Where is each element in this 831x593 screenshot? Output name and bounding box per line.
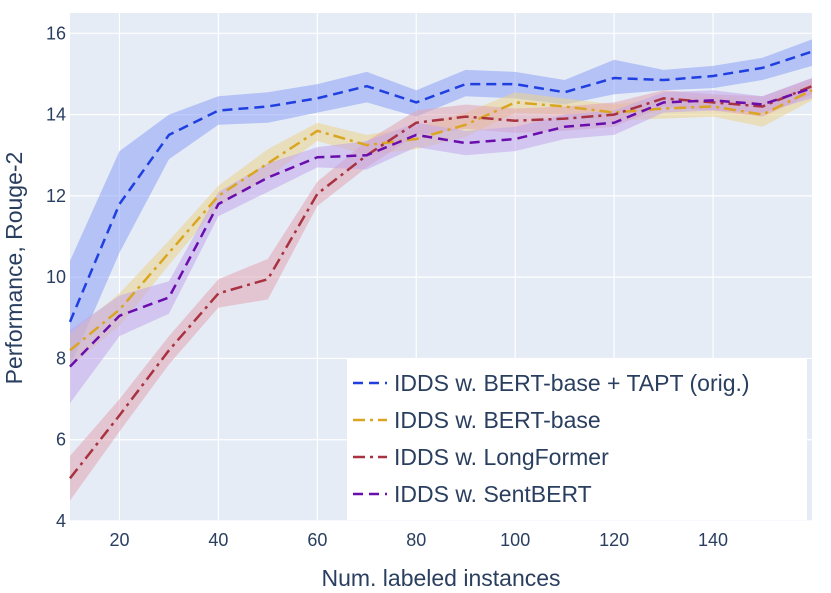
legend-label: IDDS w. BERT-base + TAPT (orig.) [394,370,750,396]
series-lines [68,50,813,480]
confidence-band-3 [70,78,812,404]
y-tick-labels: 4 6 8 10 12 14 16 [46,23,66,531]
x-axis-title: Num. labeled instances [321,565,560,591]
series-line-0 [68,50,813,323]
legend-label: IDDS w. BERT-base [394,407,601,433]
legend: IDDS w. BERT-base + TAPT (orig.) IDDS w. … [347,358,807,520]
legend-label: IDDS w. SentBERT [394,481,592,507]
y-tick-label: 16 [46,23,66,43]
x-tick-label: 120 [599,530,629,550]
y-tick-label: 4 [56,511,66,531]
legend-box [347,358,807,520]
confidence-band-0 [70,39,812,367]
y-tick-label: 10 [46,267,66,287]
confidence-band-2 [70,78,812,501]
y-tick-label: 14 [46,105,66,125]
x-tick-label: 140 [698,530,728,550]
series-line-3 [69,86,813,368]
x-tick-label: 80 [406,530,426,550]
x-tick-label: 60 [307,530,327,550]
y-axis-title: Performance, Rouge-2 [1,152,27,385]
confidence-bands [70,39,812,501]
series-line-1 [69,89,813,352]
x-tick-label: 100 [500,530,530,550]
y-tick-label: 8 [56,348,66,368]
x-tick-label: 40 [208,530,228,550]
x-tick-label: 20 [109,530,129,550]
x-tick-labels: 20 40 60 80 100 120 140 [109,530,728,550]
y-tick-label: 12 [46,186,66,206]
legend-label: IDDS w. LongFormer [394,444,609,470]
y-tick-label: 6 [56,430,66,450]
